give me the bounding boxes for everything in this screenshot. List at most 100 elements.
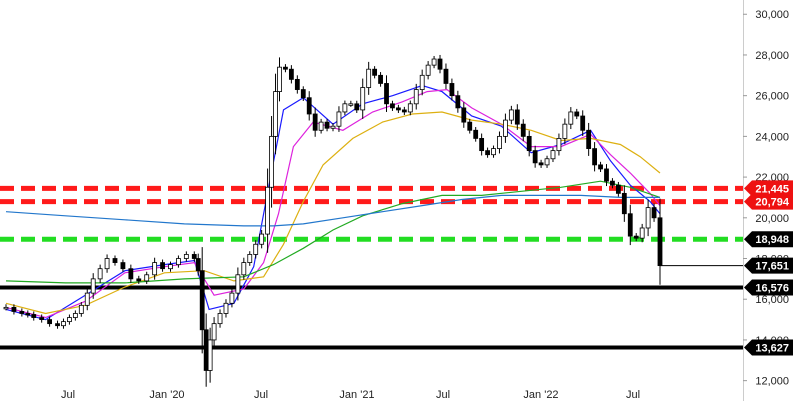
level-badge: 16,576 — [744, 279, 793, 296]
candle-body — [104, 258, 110, 270]
x-tick-label: Jul — [254, 389, 268, 401]
candle-body — [538, 162, 544, 166]
candle-body — [443, 68, 449, 84]
candle-body — [586, 129, 592, 149]
candle-body — [25, 313, 31, 316]
candle — [586, 122, 592, 156]
level-badge: 17,651 — [744, 257, 793, 274]
candle — [191, 251, 197, 262]
candle-body — [312, 113, 318, 131]
candle-body — [112, 258, 118, 263]
candle-body — [306, 97, 312, 115]
candle-body — [277, 66, 282, 92]
candle-body — [556, 138, 562, 152]
candlesticks — [3, 54, 663, 387]
candle-body — [207, 339, 213, 371]
candle — [269, 116, 274, 208]
candle-body — [199, 270, 205, 331]
candle — [508, 105, 514, 125]
candle — [31, 311, 37, 321]
candle-body — [348, 103, 354, 106]
candle — [19, 308, 25, 317]
candle-body — [395, 107, 401, 111]
candle-body — [97, 268, 103, 280]
candle — [455, 90, 461, 113]
badge-shape — [744, 180, 793, 197]
candle — [413, 83, 419, 110]
candle-body — [497, 135, 502, 149]
candle — [90, 273, 96, 299]
candle-body — [574, 111, 580, 117]
candle — [574, 108, 580, 120]
y-tick-label: 12,000 — [755, 376, 789, 388]
candle-body — [390, 103, 395, 109]
candle — [568, 107, 574, 130]
candle-body — [203, 329, 209, 371]
candle-body — [645, 207, 651, 229]
candle — [485, 147, 490, 158]
candle — [67, 314, 72, 325]
candle — [407, 100, 413, 116]
candle-body — [247, 254, 253, 263]
candle-body — [562, 123, 568, 139]
candle-body — [633, 235, 639, 239]
candle-body — [195, 258, 201, 272]
candle — [366, 61, 372, 95]
candle-body — [168, 264, 173, 270]
candle-body — [90, 278, 96, 294]
candle-body — [160, 262, 165, 270]
candle-body — [372, 68, 378, 76]
candle-body — [3, 306, 9, 310]
candle-body — [627, 213, 633, 237]
candle — [112, 255, 118, 266]
candle — [265, 168, 271, 253]
x-tick-label: Jul — [436, 389, 450, 401]
candle-body — [621, 192, 627, 215]
candle — [312, 107, 318, 137]
candle — [633, 233, 639, 242]
candle — [401, 106, 407, 116]
candle-body — [485, 150, 490, 156]
candle-body — [532, 150, 538, 164]
candle-body — [639, 227, 645, 239]
candle-body — [461, 107, 467, 123]
candle-body — [223, 302, 229, 314]
candle-body — [401, 109, 407, 113]
candle — [61, 318, 66, 329]
candle — [11, 304, 17, 315]
candle-body — [128, 268, 134, 280]
badge-shape — [744, 339, 793, 356]
candle-body — [514, 109, 520, 125]
candle-body — [378, 74, 383, 84]
candle — [580, 110, 586, 136]
candle-body — [526, 135, 532, 152]
candle-body — [61, 321, 66, 327]
candle — [183, 251, 189, 262]
candle — [235, 267, 241, 301]
candle-body — [72, 313, 78, 318]
candle — [645, 199, 651, 237]
candle — [390, 100, 395, 111]
candle — [538, 159, 544, 168]
candle — [3, 304, 9, 311]
candle — [104, 254, 110, 273]
badge-label: 21,445 — [755, 183, 789, 195]
candle — [615, 181, 621, 197]
badge-shape — [744, 279, 793, 296]
candle — [241, 257, 247, 280]
candle — [378, 72, 383, 87]
ma-150-line — [5, 180, 661, 284]
candle-body — [273, 91, 278, 137]
candle-body — [31, 314, 37, 318]
candle-body — [342, 103, 348, 113]
candle — [437, 54, 443, 74]
candle — [354, 100, 360, 113]
candle-body — [324, 121, 330, 129]
y-tick-label: 16,000 — [755, 294, 789, 306]
candle-body — [568, 111, 574, 125]
candle-body — [55, 323, 60, 327]
candle-body — [39, 317, 45, 320]
badge-label: 16,576 — [755, 282, 789, 294]
candle-body — [283, 66, 288, 70]
